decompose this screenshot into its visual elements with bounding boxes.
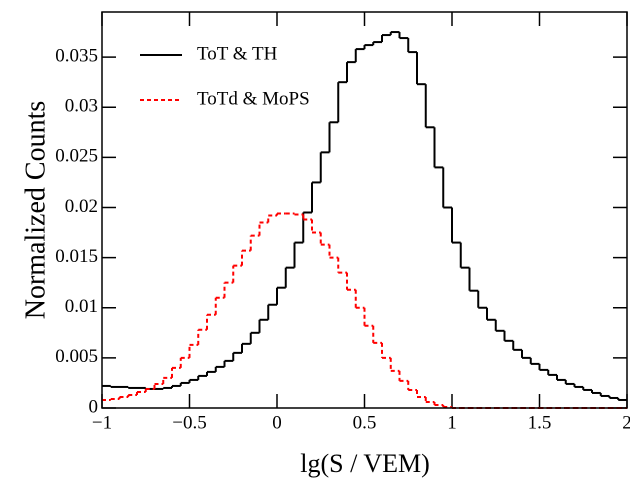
y-tick-label: 0.01 <box>65 296 98 317</box>
y-tick-label: 0.035 <box>55 45 98 66</box>
x-tick-label: 2 <box>622 412 630 433</box>
y-tick-label: 0.025 <box>55 146 98 167</box>
x-tick-label: 1 <box>447 412 457 433</box>
x-tick-label: 0 <box>272 412 282 433</box>
x-axis-label: lg(S / VEM) <box>300 449 430 478</box>
y-tick-label: 0 <box>89 396 99 417</box>
x-tick-label: 1.5 <box>528 412 552 433</box>
x-tick-label: −0.5 <box>172 412 206 433</box>
legend-label: ToTd & MoPS <box>197 88 310 109</box>
x-tick-label: 0.5 <box>353 412 377 433</box>
plot-frame <box>101 11 628 409</box>
y-tick-label: 0.015 <box>55 246 98 267</box>
x-tick-label: −1 <box>92 412 112 433</box>
y-tick-label: 0.005 <box>55 346 98 367</box>
y-tick-label: 0.02 <box>65 196 98 217</box>
legend-label: ToT & TH <box>197 43 278 64</box>
y-axis-label: Normalized Counts <box>20 101 51 320</box>
y-tick-label: 0.03 <box>65 96 98 117</box>
